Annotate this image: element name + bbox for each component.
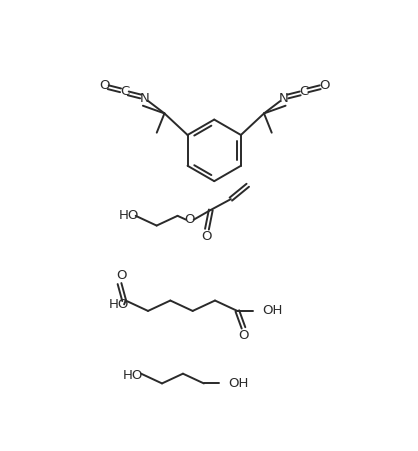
Text: HO: HO (122, 369, 143, 382)
Text: C: C (299, 85, 308, 98)
Text: O: O (185, 213, 195, 226)
Text: OH: OH (229, 377, 249, 390)
Text: N: N (279, 92, 289, 105)
Text: HO: HO (119, 209, 139, 222)
Text: OH: OH (262, 304, 282, 318)
Text: C: C (120, 85, 129, 98)
Text: O: O (319, 79, 329, 92)
Text: O: O (116, 269, 126, 282)
Text: O: O (238, 329, 249, 342)
Text: O: O (202, 230, 212, 244)
Text: HO: HO (109, 298, 129, 311)
Text: N: N (140, 92, 149, 105)
Text: O: O (99, 79, 110, 92)
